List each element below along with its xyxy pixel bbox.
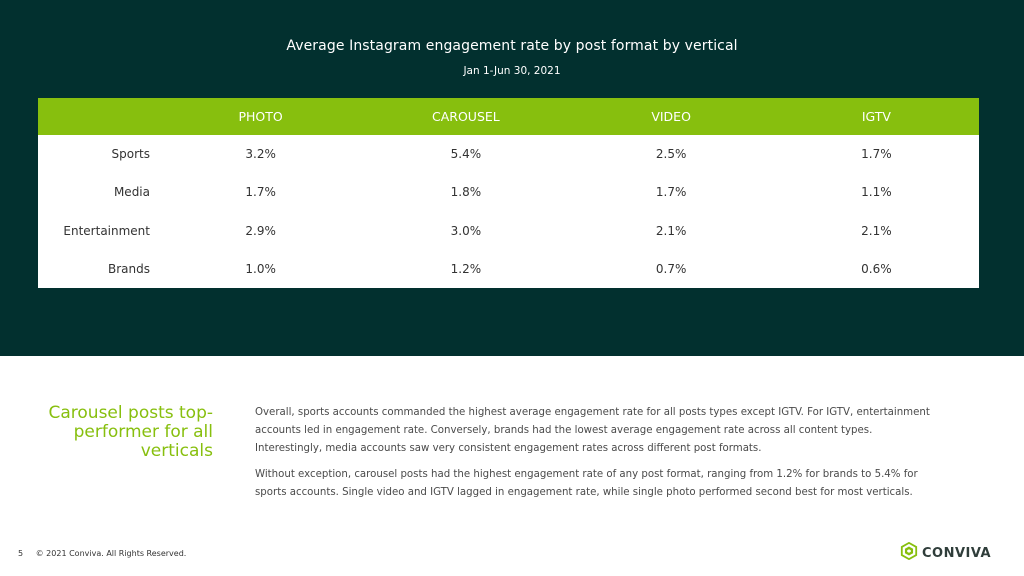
table-cell: 2.5%	[655, 147, 687, 162]
table-cell: 2.9%	[245, 223, 276, 238]
conviva-logo: CONVIVA	[900, 541, 992, 564]
callout-heading: Carousel posts top-performer for all ver…	[48, 403, 214, 461]
table-row-sports: Sports 3.2% 5.4% 2.5% 1.7%	[38, 135, 979, 173]
copyright-notice: © 2021 Conviva. All Rights Reserved.	[35, 549, 187, 558]
table-cell: 1.7%	[655, 185, 687, 200]
page-number: 5	[18, 549, 24, 558]
table-cell: 1.8%	[450, 185, 482, 200]
commentary: Overall, sports accounts commanded the h…	[255, 404, 935, 502]
footer: 5 © 2021 Conviva. All Rights Reserved.	[18, 549, 186, 558]
slide-title: Average Instagram engagement rate by pos…	[286, 38, 738, 54]
table-cell: 2.1%	[861, 223, 892, 238]
row-label: Entertainment	[63, 223, 150, 238]
table-cell: 2.1%	[655, 223, 687, 238]
engagement-table: PHOTO CAROUSEL VIDEO IGTV Sports 3.2% 5.…	[38, 98, 979, 288]
commentary-paragraph: Without exception, carousel posts had th…	[255, 469, 918, 498]
table-row-media: Media 1.7% 1.8% 1.7% 1.1%	[38, 173, 979, 211]
table-cell: 1.7%	[861, 147, 892, 162]
table-cell: 3.0%	[450, 223, 482, 238]
column-header-igtv: IGTV	[861, 109, 891, 124]
table-cell: 0.7%	[655, 261, 687, 276]
conviva-hexagon-icon	[900, 541, 918, 564]
table-cell: 1.1%	[861, 185, 892, 200]
logo-wordmark: CONVIVA	[922, 545, 992, 561]
row-label: Brands	[108, 261, 150, 276]
column-header-carousel: CAROUSEL	[432, 109, 500, 124]
table-row-entertainment: Entertainment 2.9% 3.0% 2.1% 2.1%	[38, 212, 979, 250]
column-header-video: VIDEO	[651, 109, 691, 124]
table-cell: 0.6%	[861, 261, 892, 276]
table-cell: 1.0%	[245, 261, 276, 276]
table-cell: 1.7%	[245, 185, 276, 200]
column-header-photo: PHOTO	[238, 109, 283, 124]
table-cell: 1.2%	[450, 261, 482, 276]
header-panel: Average Instagram engagement rate by pos…	[0, 0, 1024, 356]
commentary-paragraph: Overall, sports accounts commanded the h…	[255, 407, 930, 454]
slide-subtitle: Jan 1-Jun 30, 2021	[463, 65, 561, 77]
table-cell: 3.2%	[245, 147, 276, 162]
table-row-brands: Brands 1.0% 1.2% 0.7% 0.6%	[38, 250, 979, 288]
table-cell: 5.4%	[450, 147, 482, 162]
table-corner-cell	[38, 98, 158, 135]
row-label: Media	[113, 185, 150, 200]
row-label: Sports	[111, 147, 150, 162]
table-header-row: PHOTO CAROUSEL VIDEO IGTV	[38, 98, 979, 135]
